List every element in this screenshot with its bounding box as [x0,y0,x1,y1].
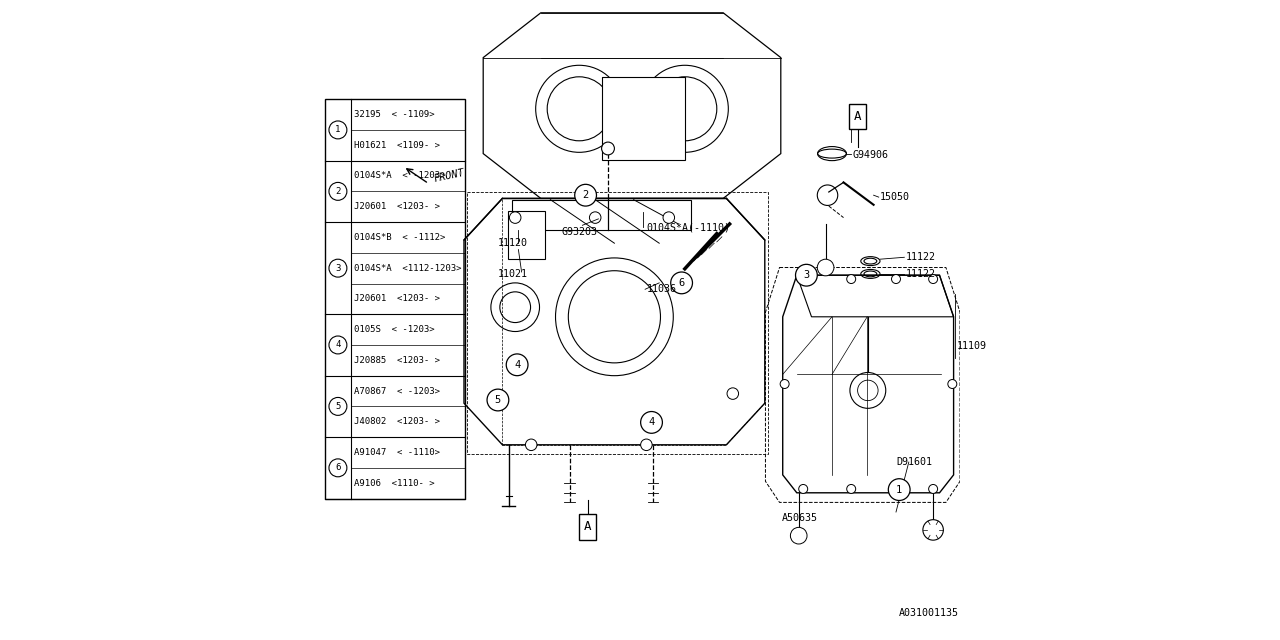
Text: 11122: 11122 [906,269,936,279]
Text: 2: 2 [335,187,340,196]
Text: 0104S*B  < -1112>: 0104S*B < -1112> [353,233,445,242]
Circle shape [791,527,808,544]
Circle shape [663,212,675,223]
Text: 15050: 15050 [881,192,910,202]
Text: 3: 3 [804,270,809,280]
Text: 0104S*A(-1110): 0104S*A(-1110) [646,222,731,232]
Text: 11109: 11109 [957,340,987,351]
Text: H01621  <1109- >: H01621 <1109- > [353,141,440,150]
Circle shape [727,388,739,399]
Text: 32195  < -1109>: 32195 < -1109> [353,110,434,119]
Circle shape [640,412,663,433]
Text: 0104S*A  <1112-1203>: 0104S*A <1112-1203> [353,264,461,273]
Circle shape [509,212,521,223]
Text: 2: 2 [582,190,589,200]
Circle shape [891,484,901,493]
Text: G93203: G93203 [562,227,598,237]
Text: J40802  <1203- >: J40802 <1203- > [353,417,440,426]
Circle shape [888,479,910,500]
Text: 1: 1 [335,125,340,134]
Text: 11122: 11122 [906,252,936,262]
Circle shape [526,439,538,451]
Circle shape [671,272,692,294]
Text: J20601  <1203- >: J20601 <1203- > [353,294,440,303]
Circle shape [641,439,652,451]
Circle shape [799,484,808,493]
Circle shape [928,484,937,493]
Text: J20885  <1203- >: J20885 <1203- > [353,356,440,365]
Text: G94906: G94906 [852,150,888,160]
Circle shape [329,182,347,200]
Text: A: A [584,520,591,533]
Text: A91047  < -1110>: A91047 < -1110> [353,448,440,457]
Text: 5: 5 [495,395,500,405]
Circle shape [329,121,347,139]
Text: A9106  <1110- >: A9106 <1110- > [353,479,434,488]
Circle shape [846,275,855,284]
Circle shape [602,142,614,155]
Circle shape [846,484,855,493]
Bar [512,200,691,230]
Circle shape [891,275,901,284]
Text: A70867  < -1203>: A70867 < -1203> [353,387,440,396]
Text: 4: 4 [649,417,654,428]
Text: 0105S  < -1203>: 0105S < -1203> [353,325,434,334]
Text: A031001135: A031001135 [899,608,959,618]
Bar [507,211,545,259]
Circle shape [928,275,937,284]
Circle shape [796,264,818,286]
Text: 5: 5 [335,402,340,411]
Text: 0104S*A  < -1203>: 0104S*A < -1203> [353,172,445,180]
Text: D91601: D91601 [896,457,932,467]
Text: 6: 6 [678,278,685,288]
Text: 6: 6 [335,463,340,472]
Circle shape [575,184,596,206]
Text: 1: 1 [896,484,902,495]
Circle shape [818,259,835,276]
FancyBboxPatch shape [580,514,595,540]
Text: 4: 4 [515,360,520,370]
Text: 11036: 11036 [646,284,676,294]
Circle shape [329,336,347,354]
Circle shape [923,520,943,540]
Circle shape [488,389,509,411]
Circle shape [329,459,347,477]
Text: 3: 3 [335,264,340,273]
Text: 11120: 11120 [498,238,527,248]
Text: 11021: 11021 [498,269,527,279]
Circle shape [507,354,529,376]
Text: FRONT: FRONT [433,167,466,184]
Text: J20601  <1203- >: J20601 <1203- > [353,202,440,211]
Text: A50635: A50635 [782,513,818,524]
Text: 4: 4 [335,340,340,349]
FancyBboxPatch shape [850,104,865,129]
Circle shape [329,397,347,415]
Text: A: A [854,110,861,123]
Bar [602,77,685,160]
Circle shape [799,275,808,284]
Circle shape [329,259,347,277]
Circle shape [947,380,957,388]
Circle shape [780,380,788,388]
Bar [325,99,465,499]
Circle shape [590,212,602,223]
